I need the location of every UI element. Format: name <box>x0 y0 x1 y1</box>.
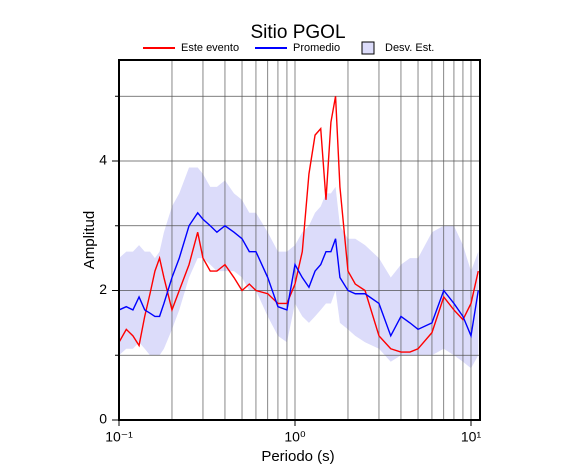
plot-frame <box>118 59 481 421</box>
y-axis-label: Amplitud <box>81 211 98 269</box>
chart-title: Sitio PGOL <box>250 22 345 43</box>
legend-label: Desv. Est. <box>385 42 434 54</box>
series-line <box>118 96 479 353</box>
x-tick-label: 10⁰ <box>284 429 306 445</box>
x-tick-label: 10¹ <box>461 429 482 445</box>
y-tick-label: 4 <box>99 152 107 168</box>
legend-swatch <box>361 41 375 55</box>
y-tick-label: 2 <box>99 281 107 297</box>
legend-label: Promedio <box>293 42 340 54</box>
y-tick-label: 0 <box>99 411 107 427</box>
legend-label: Este evento <box>181 42 239 54</box>
x-axis-label: Periodo (s) <box>261 448 334 465</box>
series-line <box>118 211 479 339</box>
x-tick-label: 10⁻¹ <box>105 429 133 445</box>
